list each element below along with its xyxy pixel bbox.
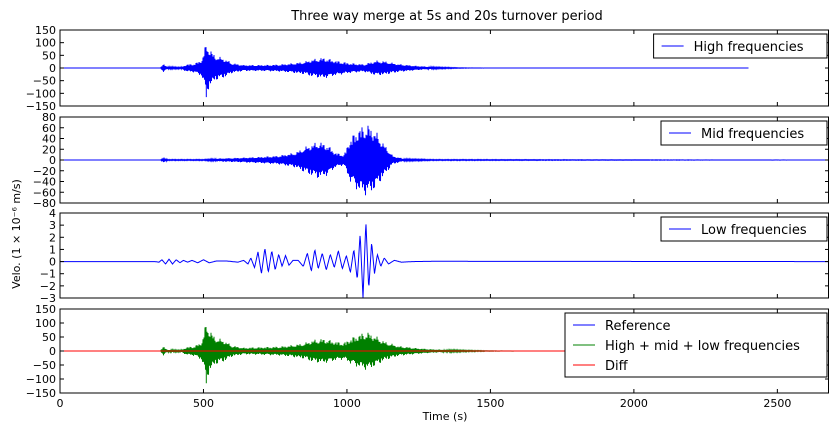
y-tick-label: −150 (26, 100, 56, 113)
x-tick-label: 1500 (476, 397, 504, 410)
y-tick-label: 0 (49, 345, 56, 358)
y-tick-label: 0 (49, 256, 56, 269)
y-tick-label: 50 (42, 331, 56, 344)
y-tick-label: 1 (49, 243, 56, 256)
y-tick-label: 100 (35, 37, 56, 50)
y-tick-label: −100 (26, 373, 56, 386)
y-tick-label: 0 (49, 154, 56, 167)
legend-label: Diff (605, 359, 629, 374)
y-tick-label: 50 (42, 49, 56, 62)
x-tick-label: 0 (57, 397, 64, 410)
legend-box (564, 312, 828, 378)
legend-label: High + mid + low frequencies (605, 339, 800, 354)
y-tick-label: −50 (33, 75, 56, 88)
legend-label: High frequencies (694, 40, 804, 55)
chart-title: Three way merge at 5s and 20s turnover p… (290, 9, 603, 24)
y-tick-label: 20 (42, 143, 56, 156)
y-tick-label: 60 (42, 122, 56, 135)
y-tick-label: −60 (33, 186, 56, 199)
x-tick-label: 500 (193, 397, 214, 410)
y-tick-label: −50 (33, 359, 56, 372)
series-line-1-1 (60, 47, 749, 98)
y-tick-label: 150 (35, 24, 56, 37)
series-line-2-1 (60, 125, 829, 196)
y-tick-label: 0 (49, 62, 56, 75)
y-tick-label: 2 (49, 231, 56, 244)
legend-3: Low frequencies (660, 216, 828, 242)
y-tick-label: 100 (35, 317, 56, 330)
x-tick-label: 2000 (620, 397, 648, 410)
x-axis-title: Time (s) (422, 410, 468, 423)
y-axis-title: Velo. (1 × 10⁻⁶ m/s) (10, 179, 23, 289)
y-tick-label: −100 (26, 87, 56, 100)
y-tick-label: −20 (33, 165, 56, 178)
y-tick-label: −3 (40, 292, 56, 305)
x-tick-label: 2500 (763, 397, 791, 410)
legend-4: Reference High + mid + low frequencies Dif… (564, 312, 828, 378)
x-tick-label: 1000 (333, 397, 361, 410)
y-tick-label: 150 (35, 303, 56, 316)
y-tick-label: −1 (40, 268, 56, 281)
legend-label: Low frequencies (701, 223, 807, 238)
y-tick-label: 40 (42, 133, 56, 146)
y-tick-label: 80 (42, 111, 56, 124)
y-tick-label: −2 (40, 280, 56, 293)
y-tick-label: −40 (33, 176, 56, 189)
y-tick-label: 4 (49, 207, 56, 220)
y-tick-label: 3 (49, 219, 56, 232)
y-tick-label: −80 (33, 197, 56, 210)
legend-1: High frequencies (653, 33, 828, 59)
legend-2: Mid frequencies (660, 120, 828, 146)
y-tick-label: −150 (26, 387, 56, 400)
legend-label: Mid frequencies (701, 127, 804, 142)
series-line-3-1 (60, 224, 829, 298)
legend-label: Reference (605, 319, 670, 334)
